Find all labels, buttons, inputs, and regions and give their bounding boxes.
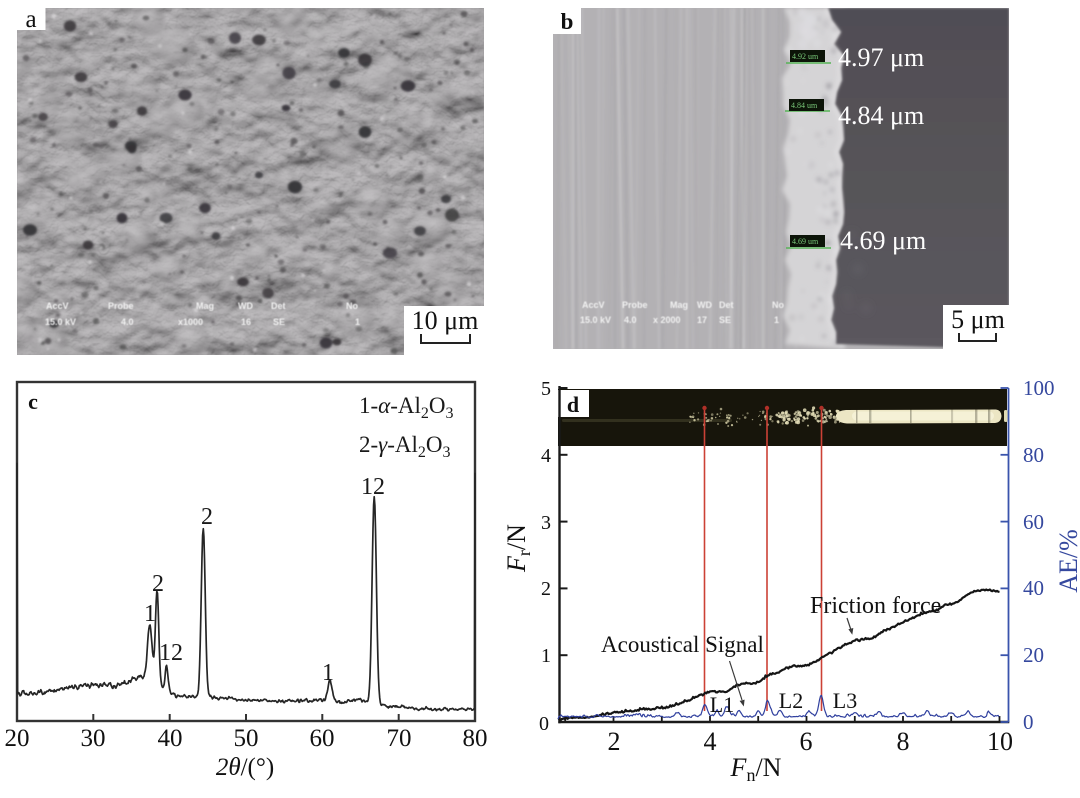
svg-text:70: 70 <box>387 725 412 752</box>
svg-text:a: a <box>25 6 36 33</box>
svg-text:SE: SE <box>719 315 731 325</box>
svg-text:10 μm: 10 μm <box>412 306 479 335</box>
svg-text:50: 50 <box>234 725 259 752</box>
svg-text:4.0: 4.0 <box>624 315 637 325</box>
svg-text:WD: WD <box>697 300 712 310</box>
svg-text:1: 1 <box>774 315 779 325</box>
svg-text:4.97 μm: 4.97 μm <box>838 43 924 72</box>
svg-text:2: 2 <box>201 504 213 530</box>
svg-text:d: d <box>567 392 579 417</box>
svg-text:1: 1 <box>355 317 360 327</box>
svg-text:10: 10 <box>987 727 1013 756</box>
svg-text:Acoustical Signal: Acoustical Signal <box>601 632 764 657</box>
svg-text:1: 1 <box>144 601 156 627</box>
svg-text:1: 1 <box>541 645 551 667</box>
svg-text:16: 16 <box>241 317 251 327</box>
svg-text:4.84 μm: 4.84 μm <box>838 101 924 130</box>
svg-text:12: 12 <box>361 474 385 500</box>
svg-text:L2: L2 <box>779 688 803 713</box>
svg-text:17: 17 <box>697 315 707 325</box>
svg-text:1-α-Al2O3: 1-α-Al2O3 <box>359 393 454 422</box>
svg-text:100: 100 <box>1023 376 1055 400</box>
svg-text:8: 8 <box>897 727 910 756</box>
svg-text:x1000: x1000 <box>178 317 203 327</box>
svg-text:4.0: 4.0 <box>121 317 134 327</box>
svg-text:2: 2 <box>152 571 164 597</box>
svg-text:4: 4 <box>541 445 551 467</box>
svg-text:2-γ-Al2O3: 2-γ-Al2O3 <box>359 432 451 461</box>
svg-text:No: No <box>346 301 358 311</box>
svg-text:4: 4 <box>704 727 717 756</box>
svg-text:2θ/(°): 2θ/(°) <box>216 754 274 781</box>
svg-text:2: 2 <box>541 578 551 600</box>
svg-text:3: 3 <box>541 512 551 534</box>
svg-text:WD: WD <box>238 301 253 311</box>
svg-text:4.84 um: 4.84 um <box>791 101 818 110</box>
svg-text:5: 5 <box>541 378 551 400</box>
svg-text:Det: Det <box>271 301 286 311</box>
svg-text:0: 0 <box>539 713 549 735</box>
svg-text:b: b <box>561 9 574 34</box>
svg-text:AE/%: AE/% <box>1054 529 1080 593</box>
svg-text:4.69 um: 4.69 um <box>792 237 819 246</box>
svg-text:Mag: Mag <box>196 301 214 311</box>
svg-text:60: 60 <box>1023 510 1044 534</box>
svg-text:L3: L3 <box>833 688 857 713</box>
svg-text:4.69 μm: 4.69 μm <box>840 226 926 255</box>
svg-text:1: 1 <box>322 660 334 686</box>
svg-text:AccV: AccV <box>582 300 605 310</box>
svg-text:5 μm: 5 μm <box>951 305 1005 334</box>
svg-text:Fr/N: Fr/N <box>502 524 534 573</box>
svg-text:15.0 kV: 15.0 kV <box>580 315 611 325</box>
svg-text:15.0 kV: 15.0 kV <box>45 317 76 327</box>
svg-text:4.92 um: 4.92 um <box>792 52 819 61</box>
svg-text:20: 20 <box>5 725 30 752</box>
svg-text:40: 40 <box>1023 576 1044 600</box>
svg-text:40: 40 <box>158 725 183 752</box>
svg-text:c: c <box>28 389 38 414</box>
svg-text:30: 30 <box>81 725 106 752</box>
svg-text:12: 12 <box>159 640 183 666</box>
svg-text:Det: Det <box>719 300 734 310</box>
svg-text:0: 0 <box>1023 710 1034 734</box>
svg-text:Probe: Probe <box>622 300 648 310</box>
svg-text:No: No <box>772 300 784 310</box>
svg-text:Mag: Mag <box>670 300 688 310</box>
svg-text:6: 6 <box>800 727 813 756</box>
svg-text:80: 80 <box>1023 443 1044 467</box>
svg-text:SE: SE <box>273 317 285 327</box>
svg-text:L1: L1 <box>710 692 734 717</box>
svg-text:80: 80 <box>463 725 488 752</box>
svg-text:2: 2 <box>608 727 621 756</box>
svg-text:60: 60 <box>310 725 335 752</box>
svg-text:AccV: AccV <box>46 301 69 311</box>
svg-text:x 2000: x 2000 <box>653 315 681 325</box>
svg-text:20: 20 <box>1023 643 1044 667</box>
svg-text:Probe: Probe <box>108 301 134 311</box>
svg-text:Friction force: Friction force <box>810 593 941 619</box>
svg-text:Fn/N: Fn/N <box>730 753 782 785</box>
